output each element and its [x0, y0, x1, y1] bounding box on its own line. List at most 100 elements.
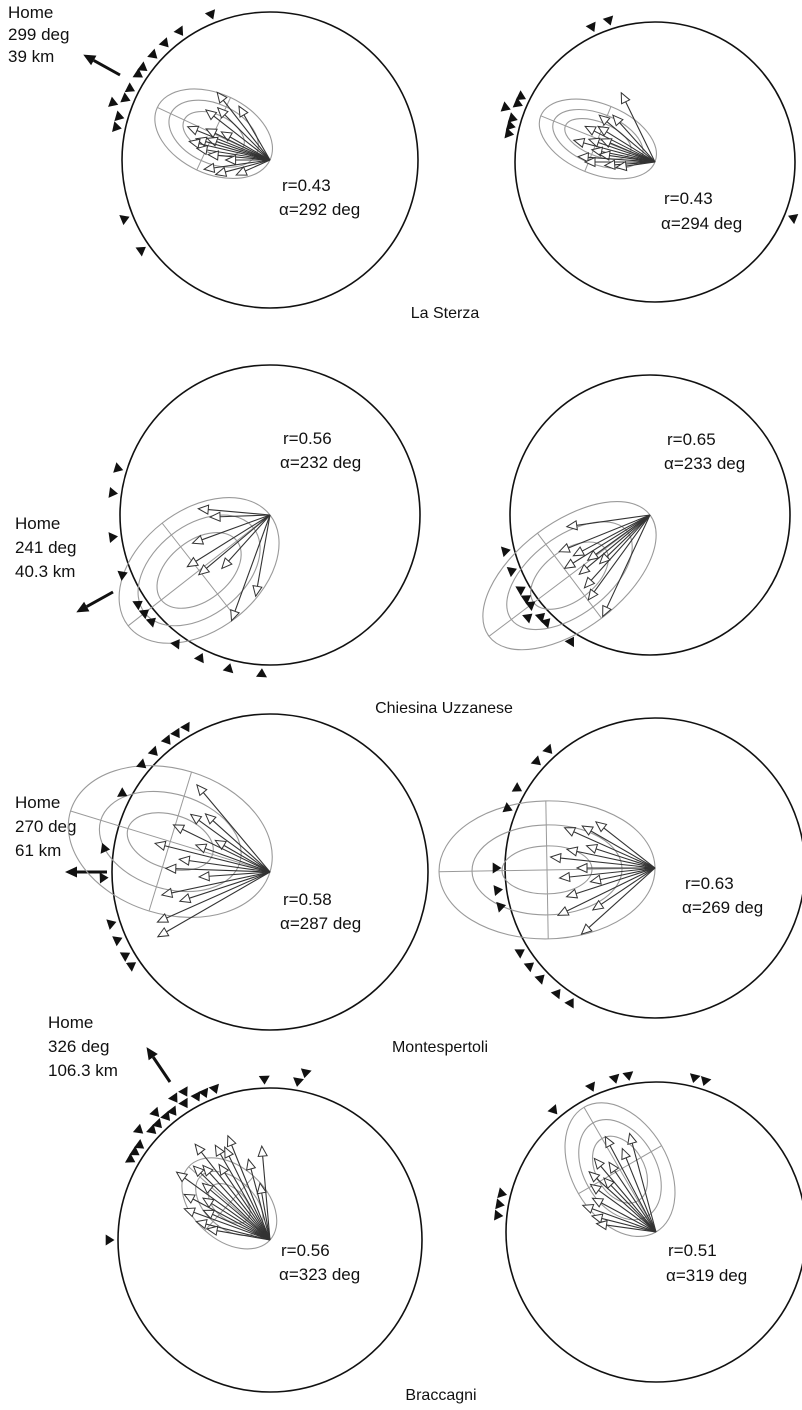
vector-arrowhead	[588, 1170, 601, 1183]
vector-arrowhead	[178, 855, 191, 866]
vanishing-bearing-marker	[540, 618, 551, 629]
vanishing-bearing-marker	[170, 639, 180, 650]
orientation-vector	[606, 514, 651, 558]
vanishing-bearing-marker	[258, 1075, 270, 1085]
orientation-vector	[614, 1170, 657, 1233]
vector-arrowhead	[595, 1219, 608, 1231]
vector-arrowhead	[186, 125, 200, 136]
orientation-vector	[200, 1172, 271, 1241]
orientation-vector	[195, 514, 271, 562]
site-name: Braccagni	[405, 1387, 476, 1404]
vector-arrowhead	[214, 839, 227, 851]
vector-arrowhead	[238, 105, 249, 118]
orientation-vector	[591, 1208, 657, 1233]
plot-circle	[505, 1081, 802, 1383]
vanishing-bearing-marker	[117, 570, 128, 581]
circular-plot-right: r=0.51 α=319 deg	[494, 1071, 802, 1383]
home-label: Home	[15, 514, 60, 533]
vanishing-bearing-marker	[106, 919, 117, 930]
orientation-vector	[211, 1202, 271, 1241]
vector-arrowhead	[192, 1165, 205, 1178]
row-la-sterza: Home 299 deg 39 km r=0.43 α=292 deg r=0.…	[8, 3, 799, 322]
orientation-vector	[600, 867, 656, 881]
vanishing-bearing-marker	[584, 1081, 596, 1092]
vector-arrowhead	[197, 504, 210, 515]
vanishing-bearing-marker	[147, 745, 158, 756]
vector-arrowhead	[224, 1146, 235, 1159]
vanishing-bearing-marker	[204, 9, 216, 20]
vanishing-bearing-marker	[120, 92, 131, 103]
vector-arrowhead	[201, 1182, 214, 1195]
vector-arrowhead	[205, 128, 218, 139]
vector-arrowhead	[204, 813, 217, 825]
vanishing-bearing-marker	[112, 936, 123, 947]
vector-arrowhead	[230, 609, 241, 622]
vector-arrowhead	[178, 893, 192, 904]
orientation-vector	[243, 114, 271, 161]
vanishing-bearing-marker	[500, 546, 511, 558]
vanishing-bearing-marker	[158, 37, 169, 48]
vanishing-bearing-marker	[124, 82, 136, 93]
vanishing-bearing-marker	[151, 1117, 162, 1129]
vanishing-bearing-marker	[146, 1123, 157, 1134]
orientation-vector	[220, 514, 271, 518]
vector-arrowhead	[575, 862, 588, 874]
vector-arrowhead	[585, 843, 599, 855]
vector-arrowhead	[565, 846, 579, 857]
vector-arrowhead	[205, 136, 219, 147]
home-bearing: 270 deg	[15, 817, 76, 836]
vanishing-bearing-marker	[564, 636, 574, 648]
orientation-vector	[209, 1172, 271, 1241]
vector-arrowhead	[216, 91, 228, 104]
orientation-vector	[164, 845, 271, 873]
circular-plot-left: r=0.43 α=292 deg	[108, 9, 419, 309]
vanishing-bearing-marker	[173, 25, 184, 36]
vector-arrowhead	[214, 1144, 226, 1157]
vanishing-bearing-marker	[222, 663, 234, 674]
alpha-value-label: α=319 deg	[666, 1266, 747, 1285]
row-braccagni: Home 326 deg 106.3 km r=0.56 α=323 deg r…	[48, 1013, 802, 1404]
vanishing-bearing-marker	[132, 1123, 144, 1134]
orientation-vector	[595, 514, 651, 555]
vector-arrowhead	[604, 1135, 615, 1149]
alpha-value-label: α=287 deg	[280, 914, 361, 933]
vanishing-bearing-marker	[300, 1068, 312, 1079]
home-arrow	[146, 1047, 172, 1083]
vector-arrowhead	[214, 166, 228, 177]
orientation-vector	[601, 1217, 657, 1233]
circular-plot-right: r=0.63 α=269 deg	[438, 717, 802, 1019]
alpha-value-label: α=232 deg	[280, 453, 361, 472]
ellipse-minor-axis	[148, 771, 193, 912]
orientation-vector	[256, 514, 271, 587]
vanishing-bearing-marker	[190, 1091, 201, 1102]
vanishing-bearing-marker	[160, 734, 171, 745]
vanishing-bearing-marker	[145, 617, 156, 628]
orientation-vector	[217, 154, 271, 161]
vanishing-bearing-marker	[125, 962, 137, 972]
orientation-vector	[175, 868, 271, 873]
row-montespertoli: Home 270 deg 61 km r=0.58 α=287 deg r=0.…	[15, 713, 802, 1056]
home-bearing: 326 deg	[48, 1037, 109, 1056]
orientation-vector	[606, 121, 656, 163]
vector-arrowhead	[608, 1161, 620, 1175]
orientation-vector	[566, 867, 656, 912]
vector-arrowhead	[204, 109, 218, 121]
vanishing-bearing-marker	[523, 962, 535, 973]
vanishing-bearing-marker	[138, 609, 150, 620]
vanishing-bearing-marker	[534, 974, 545, 985]
vector-arrowhead	[591, 1197, 605, 1208]
orientation-vector	[209, 1189, 271, 1241]
ellipse-minor-axis	[204, 1175, 255, 1231]
orientation-vector	[212, 820, 271, 873]
orientation-vector	[213, 159, 271, 169]
vector-arrowhead	[593, 1157, 606, 1170]
vector-arrowhead	[598, 150, 611, 161]
vanishing-bearing-marker	[133, 1138, 145, 1149]
vector-arrowhead	[202, 162, 216, 174]
circular-plot-right: r=0.65 α=233 deg	[482, 374, 791, 656]
r-value-label: r=0.56	[281, 1241, 330, 1260]
orientation-vector	[224, 114, 271, 161]
vector-arrowhead	[589, 874, 602, 885]
alpha-value-label: α=323 deg	[279, 1265, 360, 1284]
